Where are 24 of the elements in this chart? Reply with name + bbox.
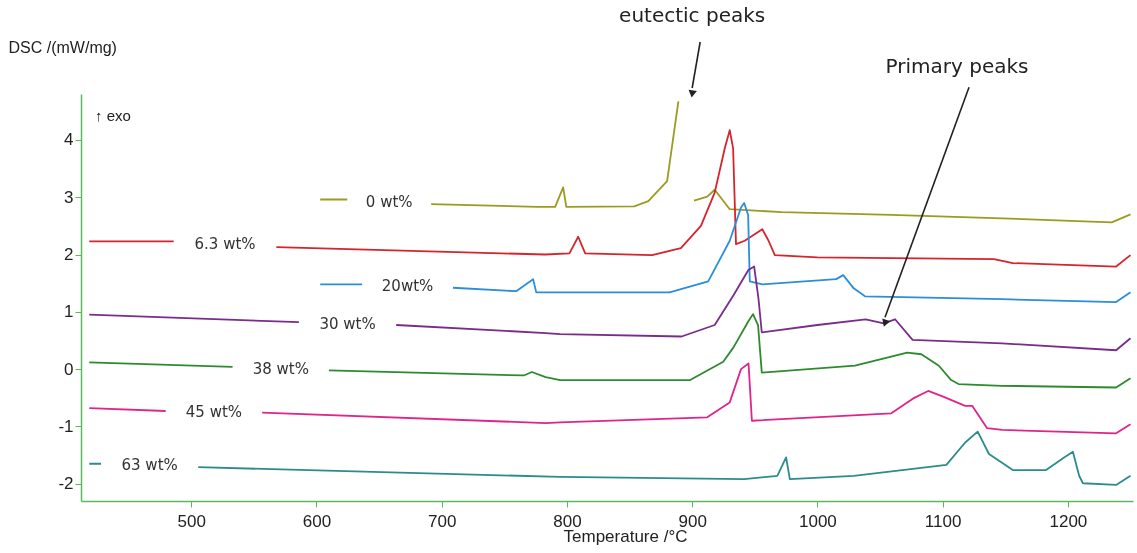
y-tick-label: -2	[58, 474, 74, 494]
x-tick-label: 700	[428, 511, 457, 531]
x-tick-label: 1200	[1049, 511, 1088, 531]
y-tick-label: 1	[64, 302, 74, 322]
y-tick-label: -1	[58, 416, 74, 436]
annotation: Primary peaks	[885, 54, 1029, 79]
annotation: eutectic peaks	[619, 3, 766, 27]
series-label: 30 wt%	[319, 314, 376, 333]
series-label: 38 wt%	[252, 359, 309, 378]
x-tick-label: 1100	[924, 511, 962, 531]
series-label: 63 wt%	[121, 456, 178, 475]
x-tick-label: 1000	[798, 511, 837, 531]
y-tick-label: 3	[64, 187, 74, 207]
series-label: 0 wt%	[365, 192, 413, 211]
x-tick-label: 600	[302, 511, 332, 531]
series-label: 20wt%	[381, 277, 434, 296]
series-label: 6.3 wt%	[194, 235, 256, 254]
series-label: 45 wt%	[185, 402, 243, 421]
x-tick-label: 500	[177, 511, 206, 531]
y-axis-title: DSC /(mW/mg)	[8, 38, 117, 56]
y-tick-label: 4	[64, 130, 74, 150]
y-tick-label: 2	[64, 245, 74, 265]
y-tick-label: 0	[64, 359, 74, 379]
annotation: ↑ exo	[95, 107, 131, 124]
